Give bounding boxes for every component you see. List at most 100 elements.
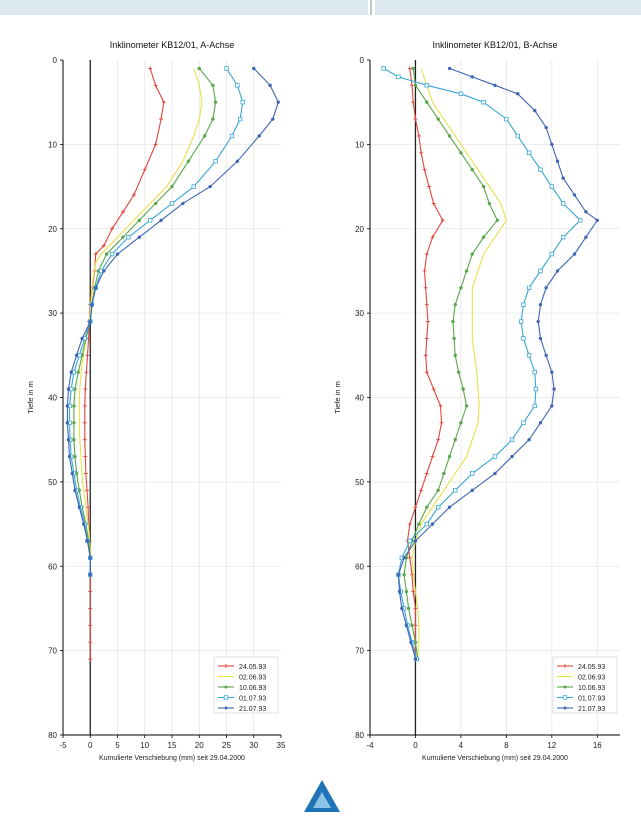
a-achse-data-point (88, 657, 93, 662)
a-achse-data-point (84, 488, 89, 493)
b-achse-data-point (538, 268, 543, 274)
b-achse-y-tick-label: 0 (360, 56, 365, 65)
a-achse-y-tick-label: 20 (48, 225, 57, 234)
a-achse-data-point (101, 243, 106, 248)
b-achse-legend-marker (562, 695, 568, 700)
header-strip (0, 0, 641, 16)
b-achse-data-point (470, 488, 475, 493)
a-achse-data-point (65, 421, 70, 425)
b-achse-data-point (456, 370, 461, 374)
b-achse-data-point (521, 302, 526, 307)
a-achse-data-point (159, 117, 164, 122)
a-achse-data-point (88, 606, 93, 611)
b-achse-data-point (560, 234, 566, 240)
b-achse-data-point (504, 116, 509, 122)
a-achse-legend-marker (224, 664, 228, 668)
a-achse-data-point (69, 370, 73, 374)
b-achse-data-point (453, 488, 458, 493)
a-achse-data-point (159, 218, 163, 223)
b-achse-data-point (424, 302, 429, 307)
b-achse-data-point (409, 640, 413, 644)
b-achse-data-point (538, 421, 543, 425)
b-achse-data-point (544, 353, 548, 358)
a-achse-legend-label: 10.06.93 (239, 685, 266, 692)
a-achse-data-point (82, 420, 87, 425)
b-achse-data-point (595, 218, 600, 223)
b-achse-data-point (555, 159, 560, 163)
b-achse-x-tick-label: -4 (366, 741, 374, 750)
b-achse-data-point (561, 176, 565, 180)
b-achse-data-point (413, 640, 418, 644)
b-achse-data-point (407, 66, 412, 71)
a-achse-data-point (93, 286, 98, 290)
b-achse-data-point (470, 252, 475, 256)
a-achse-data-point (148, 66, 153, 71)
b-achse-data-point (447, 66, 452, 71)
b-achse-data-point (584, 210, 588, 214)
b-achse-legend-marker (563, 685, 567, 689)
a-achse-data-point (186, 159, 191, 163)
a-achse-data-point (257, 134, 261, 138)
b-achse-data-point (411, 589, 416, 594)
a-achse-data-point (271, 117, 275, 121)
a-achse-data-point (110, 226, 115, 231)
b-achse-data-point (549, 184, 555, 189)
b-achse-data-point (430, 235, 435, 240)
b-achse-data-point (515, 92, 520, 96)
b-achse-title: Inklinometer KB12/01, B-Achse (432, 40, 557, 50)
b-achse-y-tick-label: 20 (355, 225, 364, 234)
a-achse-data-point (137, 235, 142, 239)
b-achse-data-point (439, 420, 444, 425)
b-achse-data-point (413, 539, 418, 543)
b-achse-data-point (521, 420, 526, 426)
b-achse-data-point (459, 421, 463, 425)
header-strip-right (375, 0, 641, 15)
b-achse-data-point (453, 302, 457, 307)
a-achse-y-tick-label: 10 (48, 140, 57, 149)
b-achse-x-axis-label: Kumulierte Verschiebung (mm) seit 29.04.… (422, 755, 568, 762)
a-achse-data-point (72, 421, 76, 425)
b-achse-data-point (487, 201, 492, 206)
b-achse-data-point (404, 623, 409, 628)
b-achse-data-point (526, 353, 532, 358)
a-achse-data-point (147, 218, 153, 223)
b-achse-data-point (422, 167, 427, 172)
b-achse-data-point (422, 268, 427, 273)
a-achse-x-tick-label: 10 (140, 741, 149, 750)
b-achse-data-point (424, 252, 429, 257)
b-achse-data-point (495, 218, 500, 223)
a-achse-x-tick-label: 25 (222, 741, 231, 750)
b-achse-data-point (544, 286, 548, 290)
a-achse-data-point (211, 117, 215, 121)
b-achse-data-point (425, 319, 430, 324)
b-achse-data-point (552, 387, 556, 391)
a-achse-data-point (93, 252, 98, 257)
b-achse-data-point (453, 353, 457, 358)
b-achse-legend-marker (563, 706, 567, 710)
a-achse-data-point (102, 269, 106, 273)
b-achse-data-point (400, 606, 404, 611)
a-achse-legend-marker (224, 685, 228, 689)
a-achse-x-tick-label: -5 (59, 741, 67, 750)
b-achse-legend-marker (563, 664, 567, 668)
a-achse-data-point (88, 589, 93, 594)
b-achse-data-point (396, 572, 401, 577)
a-achse-data-point (88, 640, 93, 645)
b-achse-x-tick-label: 4 (459, 741, 464, 750)
a-achse-data-point (229, 133, 235, 139)
b-achse-data-point (424, 336, 429, 341)
b-achse-y-tick-label: 70 (355, 647, 364, 656)
b-achse-data-point (423, 285, 428, 290)
b-achse-x-tick-label: 8 (504, 741, 509, 750)
b-achse-data-point (510, 454, 514, 459)
b-achse-data-point (572, 252, 577, 256)
a-achse-data-point (181, 201, 185, 206)
a-achse-data-point (131, 193, 136, 197)
a-achse-data-point (208, 184, 212, 189)
a-achse-data-point (88, 623, 93, 628)
a-achse-data-point (83, 387, 88, 392)
b-achse-series-line (403, 68, 498, 660)
b-achse-data-point (532, 369, 537, 375)
b-achse-data-point (470, 167, 475, 172)
